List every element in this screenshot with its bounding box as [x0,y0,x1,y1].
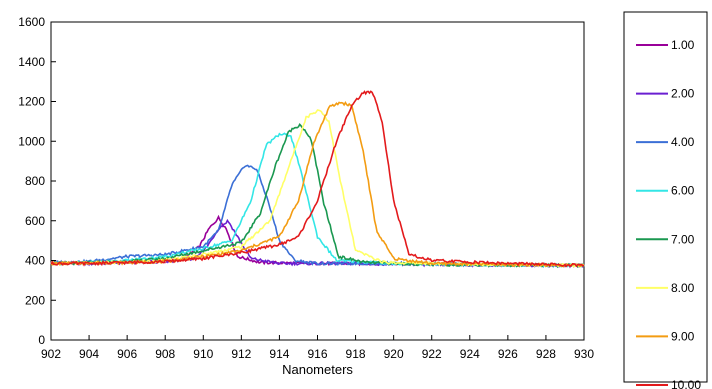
x-tick-label: 908 [155,347,175,361]
legend-label: 2.00 [671,87,695,101]
legend-label: 7.00 [671,232,695,246]
x-tick-label: 902 [41,347,61,361]
y-tick-label: 1000 [18,134,45,148]
legend-label: 10.00 [671,378,701,389]
x-tick-label: 922 [422,347,442,361]
x-tick-label: 912 [231,347,251,361]
x-tick-label: 904 [79,347,99,361]
legend-frame [623,11,708,383]
x-tick-label: 918 [346,347,366,361]
x-tick-label: 916 [307,347,327,361]
legend: 1.00 2.00 4.00 6.00 7.00 8.00 9.00 10.00 [623,11,708,389]
legend-label: 1.00 [671,38,695,52]
series-line-10-00 [50,90,585,268]
y-tick-label: 1400 [18,55,45,69]
legend-label: 4.00 [671,135,695,149]
series-layer [50,90,585,269]
y-tick-label: 200 [25,293,45,307]
y-tick-label: 1600 [18,15,45,29]
x-tick-label: 914 [269,347,289,361]
y-tick-label: 0 [38,333,45,347]
x-tick-label: 930 [574,347,594,361]
x-tick-label: 924 [460,347,480,361]
x-axis-title: Nanometers [282,362,353,377]
x-tick-label: 910 [193,347,213,361]
y-tick-label: 400 [25,254,45,268]
legend-label: 6.00 [671,184,695,198]
x-tick-label: 906 [117,347,137,361]
y-tick-label: 600 [25,214,45,228]
y-tick-label: 800 [25,174,45,188]
y-tick-label: 1200 [18,95,45,109]
x-tick-label: 926 [498,347,518,361]
y-axis: 0 200 400 600 800 1000 1200 1400 1600 [18,15,56,347]
x-tick-label: 920 [384,347,404,361]
legend-label: 8.00 [671,281,695,295]
x-tick-label: 928 [536,347,556,361]
x-axis: 902 904 906 908 910 912 914 916 918 920 922 924 926 9… [41,335,594,361]
plot-area [50,21,585,341]
legend-label: 9.00 [671,329,695,343]
